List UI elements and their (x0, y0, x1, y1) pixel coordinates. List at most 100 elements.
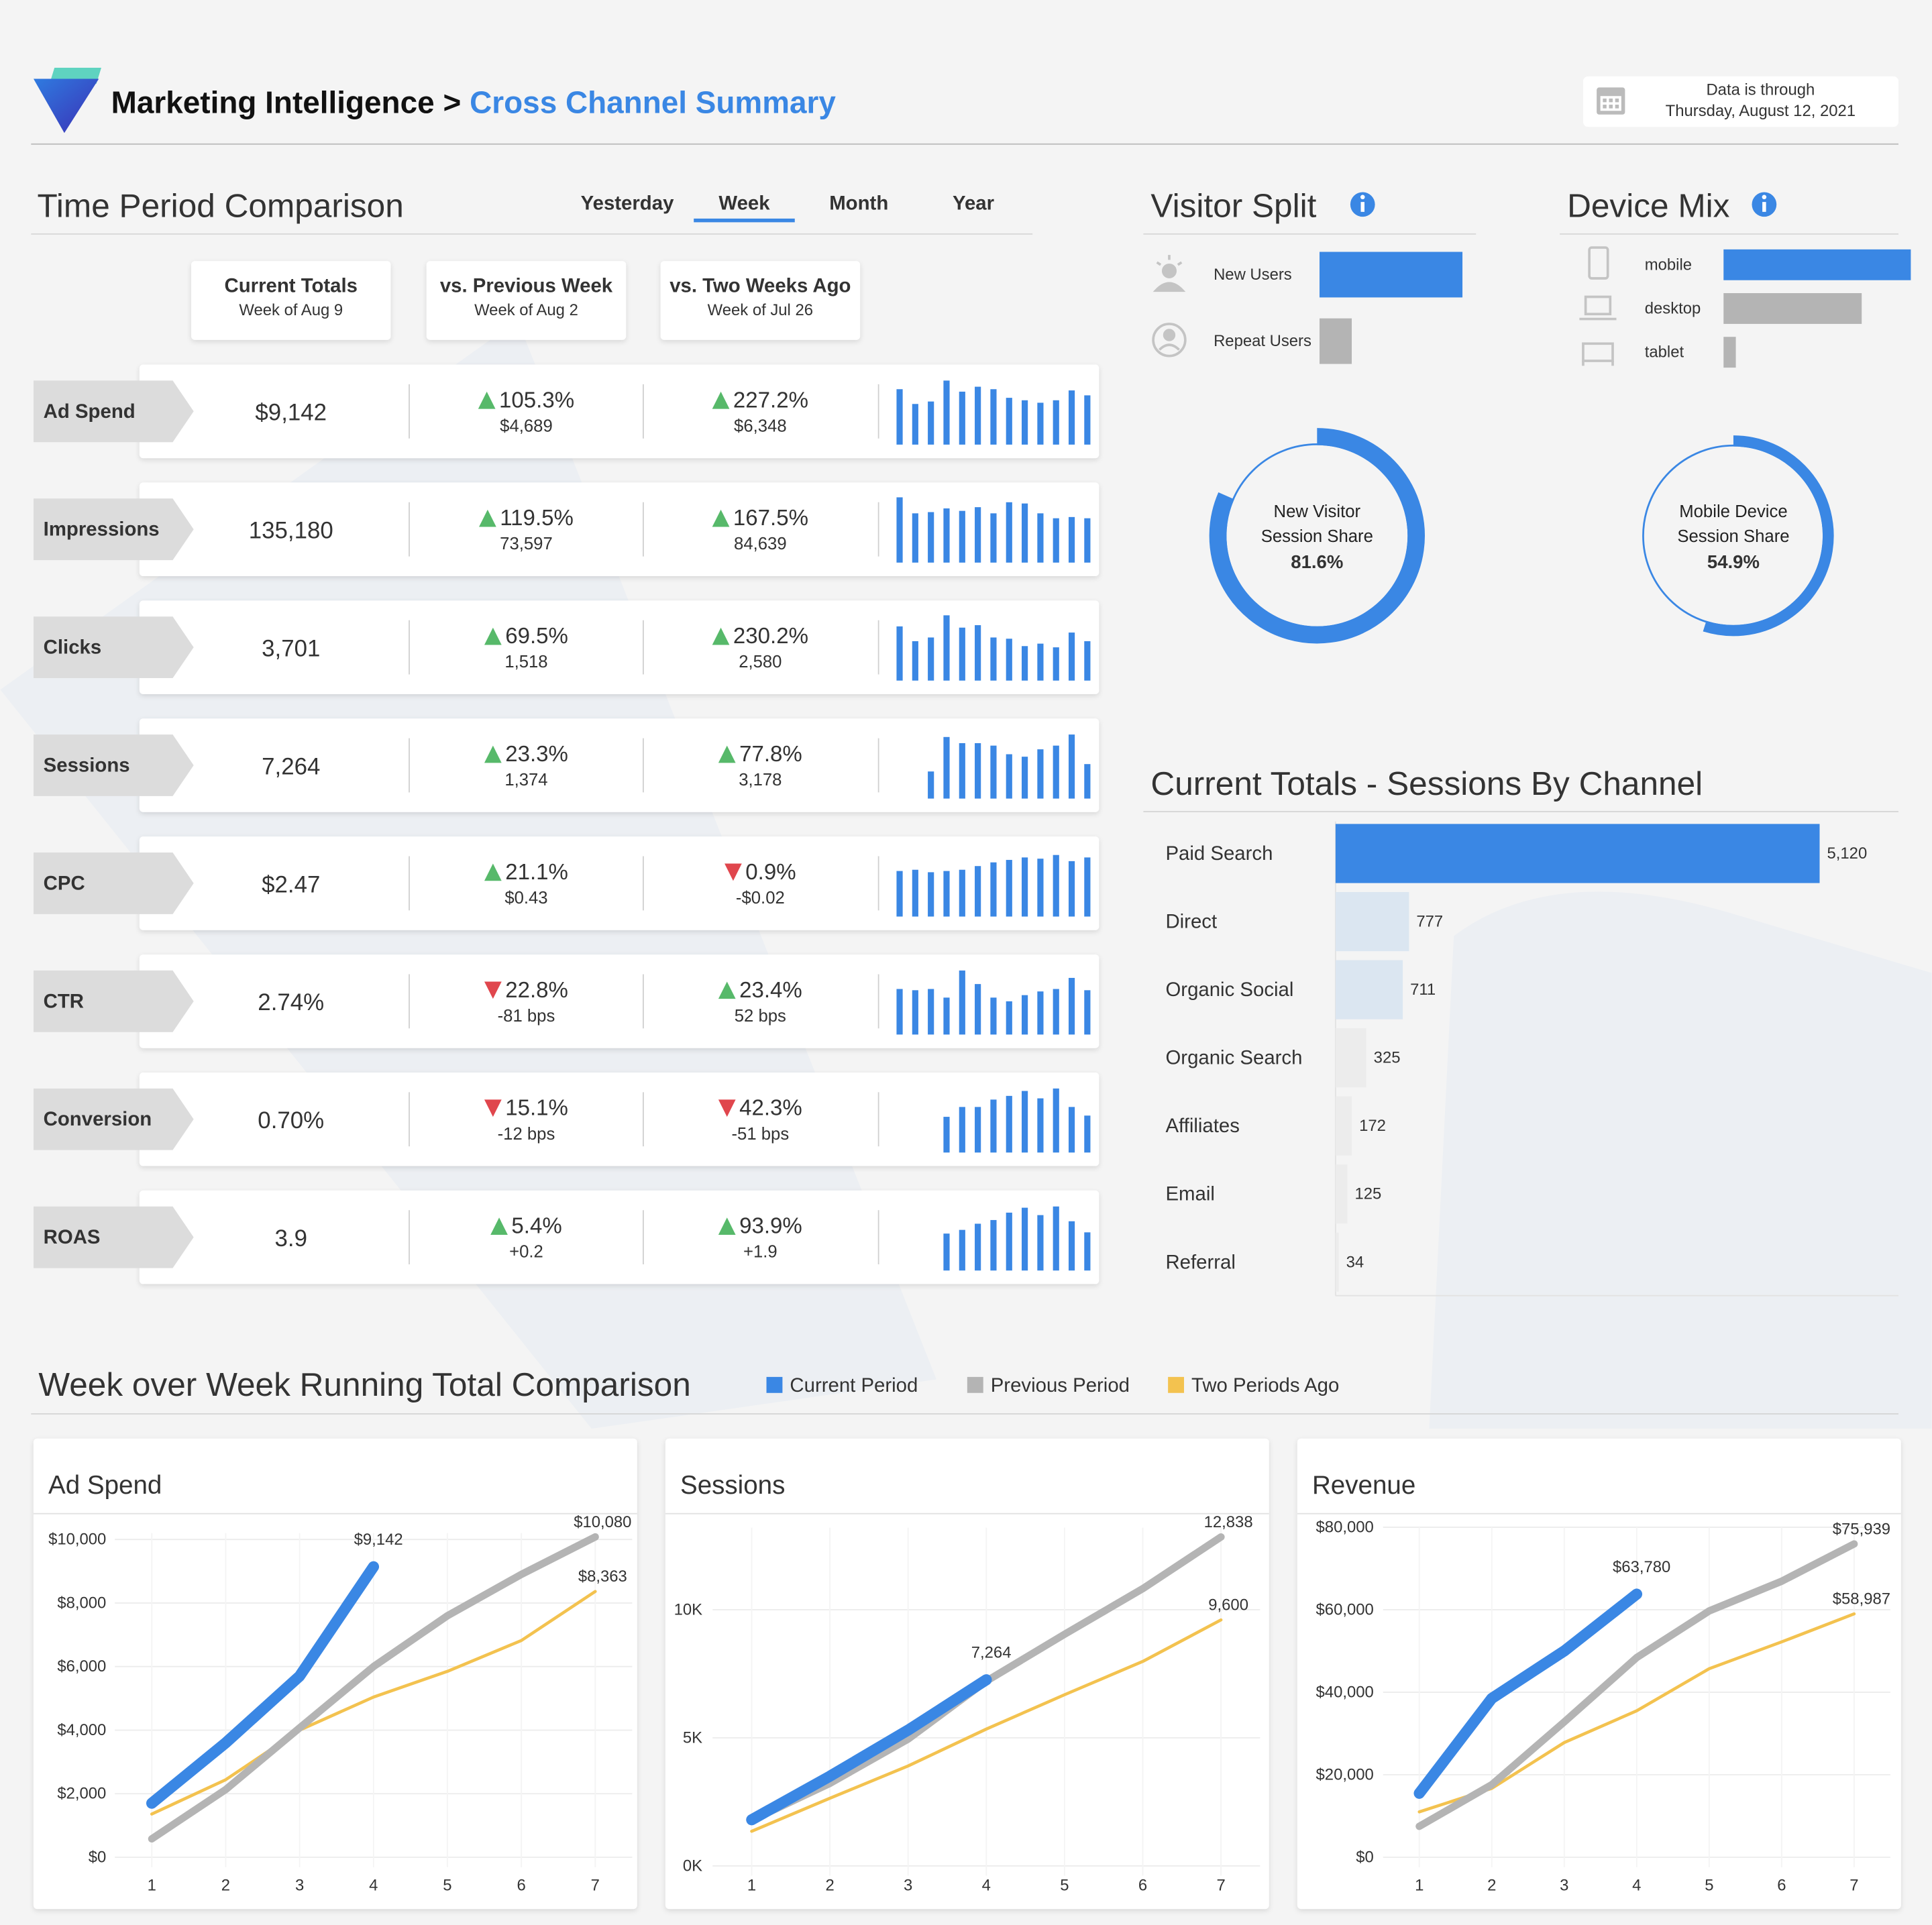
metric-card (139, 1072, 1099, 1166)
sparkline-bar (943, 380, 950, 445)
x-tick-label: 5 (443, 1877, 451, 1895)
metric-name: Conversion (44, 1108, 152, 1130)
sparkline-bar (943, 1233, 950, 1271)
value-label: $58,987 (1833, 1590, 1890, 1608)
sparkline-bar (990, 1219, 997, 1271)
bar (1335, 1028, 1366, 1088)
tab[interactable]: Year (953, 192, 994, 214)
legend-label: Current Period (790, 1374, 918, 1396)
change: 230.2% (733, 624, 808, 649)
metric-card (139, 600, 1099, 694)
bar (1335, 960, 1403, 1020)
sparkline-bar (928, 771, 934, 799)
y-tick-label: $20,000 (1316, 1765, 1374, 1783)
sparkline-bar (1021, 1091, 1028, 1153)
current-value: 0.70% (258, 1107, 324, 1134)
arrow-down (484, 1099, 502, 1117)
x-tick-label: 2 (1487, 1877, 1496, 1895)
tab[interactable]: Yesterday (581, 192, 674, 214)
metric-tab (33, 970, 194, 1032)
column-subtitle: Week of Jul 26 (708, 301, 813, 319)
value-label: $8,363 (578, 1568, 627, 1586)
category-label: Paid Search (1165, 842, 1273, 865)
y-tick-label: $4,000 (57, 1721, 106, 1739)
series-line (1413, 1588, 1643, 1799)
sparkline-bar (1021, 503, 1028, 563)
column-subtitle: Week of Aug 9 (239, 301, 343, 319)
donut-title-box: New Visitor Session Share (1261, 501, 1373, 545)
donut-title: Mobile Device Session Share (1677, 501, 1790, 546)
column-subtitle: Week of Aug 2 (474, 301, 578, 319)
y-tick-label: $6,000 (57, 1657, 106, 1675)
y-tick-label: 0K (683, 1857, 702, 1875)
series-line (148, 1533, 599, 1843)
sparkline-bar (1068, 632, 1075, 681)
sparkline-bar (912, 990, 918, 1035)
sparkline-bar (1068, 390, 1075, 445)
value-label: 777 (1416, 913, 1443, 931)
metric-tab (33, 616, 194, 679)
legend-label: Previous Period (991, 1374, 1130, 1396)
donut-arc (1209, 428, 1425, 644)
column-title: vs. Previous Week (440, 275, 613, 297)
x-tick-label: 3 (904, 1877, 912, 1895)
info-icon[interactable] (1752, 192, 1777, 217)
x-tick-label: 6 (517, 1877, 525, 1895)
section-title: Week over Week Running Total Comparison (38, 1366, 690, 1403)
sparkline-bar (896, 626, 903, 681)
delta: -12 bps (498, 1125, 555, 1144)
tab[interactable]: Month (829, 192, 888, 214)
sparkline-bar (1053, 518, 1059, 563)
change: 21.1% (505, 860, 568, 885)
tablet-icon (1582, 342, 1614, 366)
info-icon[interactable] (1350, 192, 1375, 217)
delta: +0.2 (509, 1243, 543, 1262)
sparkline-bar (959, 742, 965, 799)
column-header-card (426, 261, 627, 340)
background-shape (1429, 891, 1932, 1429)
change: 5.4% (511, 1214, 561, 1239)
current-value: $9,142 (255, 400, 327, 426)
title: Marketing Intelligence (111, 85, 435, 119)
y-tick-label: $0 (1356, 1849, 1374, 1867)
sparkline-bar (912, 513, 918, 563)
sparkline-bar (1037, 402, 1044, 445)
sparkline-bar (1021, 646, 1028, 681)
donut-arc (1703, 435, 1834, 637)
metric-card (139, 482, 1099, 576)
sparkline-bar (990, 389, 997, 445)
arrow-up (718, 1217, 736, 1235)
sparkline-bar (943, 736, 950, 799)
sparkline-bar (959, 869, 965, 917)
value-label: 9,600 (1208, 1596, 1248, 1614)
category-label: Referral (1165, 1251, 1235, 1273)
panel (1297, 1438, 1901, 1910)
bar (1723, 249, 1911, 280)
bar (1335, 1232, 1339, 1292)
tab[interactable]: Week (718, 192, 770, 214)
sparkline-bar (1068, 516, 1075, 563)
chart-title: Visitor Split (1150, 187, 1316, 225)
y-tick-label: $40,000 (1316, 1683, 1374, 1701)
sparkline-bar (1006, 860, 1012, 917)
y-tick-label: $10,000 (48, 1531, 106, 1549)
metric-tab (33, 380, 194, 443)
sparkline-bar (928, 872, 934, 917)
sparkline-bar (1053, 855, 1059, 917)
arrow-down (724, 863, 742, 881)
sparkline-bar (1068, 1221, 1075, 1271)
sparkline-bar (1006, 754, 1012, 799)
sparkline-bar (1021, 400, 1028, 445)
donut-value: 81.6% (1291, 551, 1343, 572)
sparkline-bar (912, 641, 918, 681)
category-label: Repeat Users (1214, 332, 1311, 350)
series-line (150, 1590, 597, 1816)
chart-title: Current Totals - Sessions By Channel (1150, 765, 1703, 802)
delta: $4,689 (500, 417, 553, 435)
sparkline-bar (1068, 1107, 1075, 1153)
delta: 1,374 (504, 771, 547, 789)
current-value: 3,701 (262, 635, 320, 661)
date: Thursday, August 12, 2021 (1666, 102, 1856, 120)
change: 119.5% (500, 506, 574, 531)
